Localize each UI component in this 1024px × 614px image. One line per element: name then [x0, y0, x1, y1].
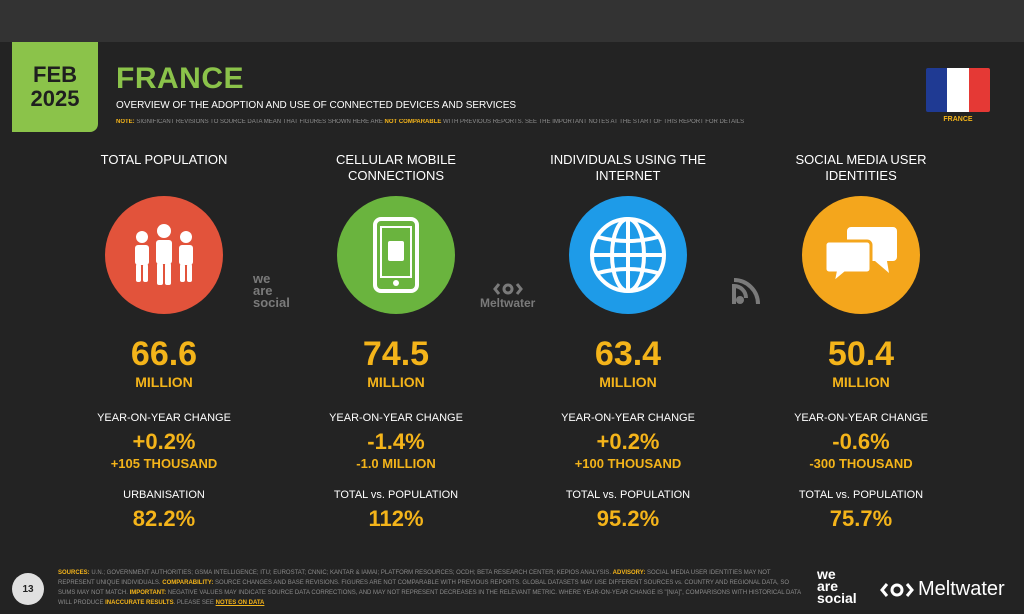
yoy-label: YEAR-ON-YEAR CHANGE	[329, 412, 463, 424]
meltwater-logo: Meltwater	[880, 578, 1005, 601]
notes-on-data-link[interactable]: NOTES ON DATA	[215, 600, 265, 606]
note-text-1: SIGNIFICANT REVISIONS TO SOURCE DATA MEA…	[134, 119, 385, 125]
stat-unit: MILLION	[135, 374, 193, 390]
page-title: FRANCE	[116, 62, 244, 95]
extra-label: TOTAL vs. POPULATION	[565, 489, 691, 501]
note: NOTE: SIGNIFICANT REVISIONS TO SOURCE DA…	[116, 119, 896, 125]
stat-unit: MILLION	[832, 374, 890, 390]
stat-internet-users: INDIVIDUALS USING THE INTERNET 63.4 MILL…	[548, 152, 708, 532]
flag-stripe-white	[947, 68, 969, 112]
stat-label: INDIVIDUALS USING THE INTERNET	[550, 152, 706, 183]
yoy-absolute: +105 THOUSAND	[110, 456, 218, 471]
meltwater-logo-icon	[492, 283, 523, 295]
top-bar	[0, 0, 1024, 42]
page-number: 13	[12, 573, 44, 605]
yoy-label: YEAR-ON-YEAR CHANGE	[97, 412, 231, 424]
slide: FEB 2025 FRANCE OVERVIEW OF THE ADOPTION…	[0, 42, 1024, 614]
stat-unit: MILLION	[367, 374, 425, 390]
stat-label: CELLULAR MOBILE CONNECTIONS	[336, 152, 456, 183]
wearesocial-watermark: we are social	[253, 271, 290, 310]
flag-stripe-red	[968, 68, 990, 112]
sources-text: SOURCES: U.N.; GOVERNMENT AUTHORITIES; G…	[58, 570, 801, 606]
meltwater-watermark: Meltwater	[480, 282, 535, 310]
wearesocial-logo: we are social	[817, 566, 857, 606]
yoy-percent: +0.2%	[596, 429, 660, 454]
yoy-percent: -1.4%	[367, 429, 425, 454]
stat-label: TOTAL POPULATION	[100, 152, 228, 167]
stat-value: 50.4	[827, 335, 895, 373]
datareportal-icon	[728, 272, 766, 315]
yoy-absolute: +100 THOUSAND	[574, 456, 682, 471]
people-icon	[105, 196, 223, 314]
stat-social-media: SOCIAL MEDIA USER IDENTITIES 50.4 MILLIO…	[781, 152, 941, 532]
france-flag-icon	[926, 68, 990, 112]
stat-unit: MILLION	[599, 374, 657, 390]
stat-cellular-connections: CELLULAR MOBILE CONNECTIONS 74.5 MILLION…	[316, 152, 476, 532]
date-month: FEB	[33, 62, 77, 87]
extra-value: 112%	[368, 506, 424, 531]
extra-label: URBANISATION	[123, 489, 205, 501]
yoy-absolute: -1.0 MILLION	[356, 456, 436, 471]
date-year: 2025	[30, 86, 80, 111]
note-text-2: WITH PREVIOUS REPORTS. SEE THE IMPORTANT…	[441, 119, 745, 125]
extra-label: TOTAL vs. POPULATION	[333, 489, 459, 501]
yoy-label: YEAR-ON-YEAR CHANGE	[561, 412, 695, 424]
mobile-phone-icon	[337, 196, 455, 314]
stat-total-population: TOTAL POPULATION	[84, 152, 244, 532]
yoy-absolute: -300 THOUSAND	[809, 456, 913, 471]
flag-stripe-blue	[926, 68, 948, 112]
extra-value: 75.7%	[829, 506, 893, 531]
extra-label: TOTAL vs. POPULATION	[798, 489, 924, 501]
extra-value: 82.2%	[132, 506, 196, 531]
note-label: NOTE:	[116, 119, 135, 125]
yoy-label: YEAR-ON-YEAR CHANGE	[794, 412, 928, 424]
date-badge: FEB 2025	[12, 42, 98, 132]
yoy-percent: -0.6%	[832, 429, 890, 454]
stat-label: SOCIAL MEDIA USER IDENTITIES	[795, 152, 927, 183]
globe-icon	[569, 196, 687, 314]
note-highlight: NOT COMPARABLE	[384, 119, 442, 125]
stat-value: 66.6	[130, 335, 198, 373]
yoy-percent: +0.2%	[132, 429, 196, 454]
page-subtitle: OVERVIEW OF THE ADOPTION AND USE OF CONN…	[116, 100, 517, 111]
stat-value: 63.4	[594, 335, 662, 373]
stat-value: 74.5	[362, 335, 430, 373]
chat-bubbles-icon	[802, 196, 920, 314]
extra-value: 95.2%	[596, 506, 660, 531]
flag-label: FRANCE	[943, 116, 973, 123]
meltwater-logo-icon	[880, 582, 914, 597]
